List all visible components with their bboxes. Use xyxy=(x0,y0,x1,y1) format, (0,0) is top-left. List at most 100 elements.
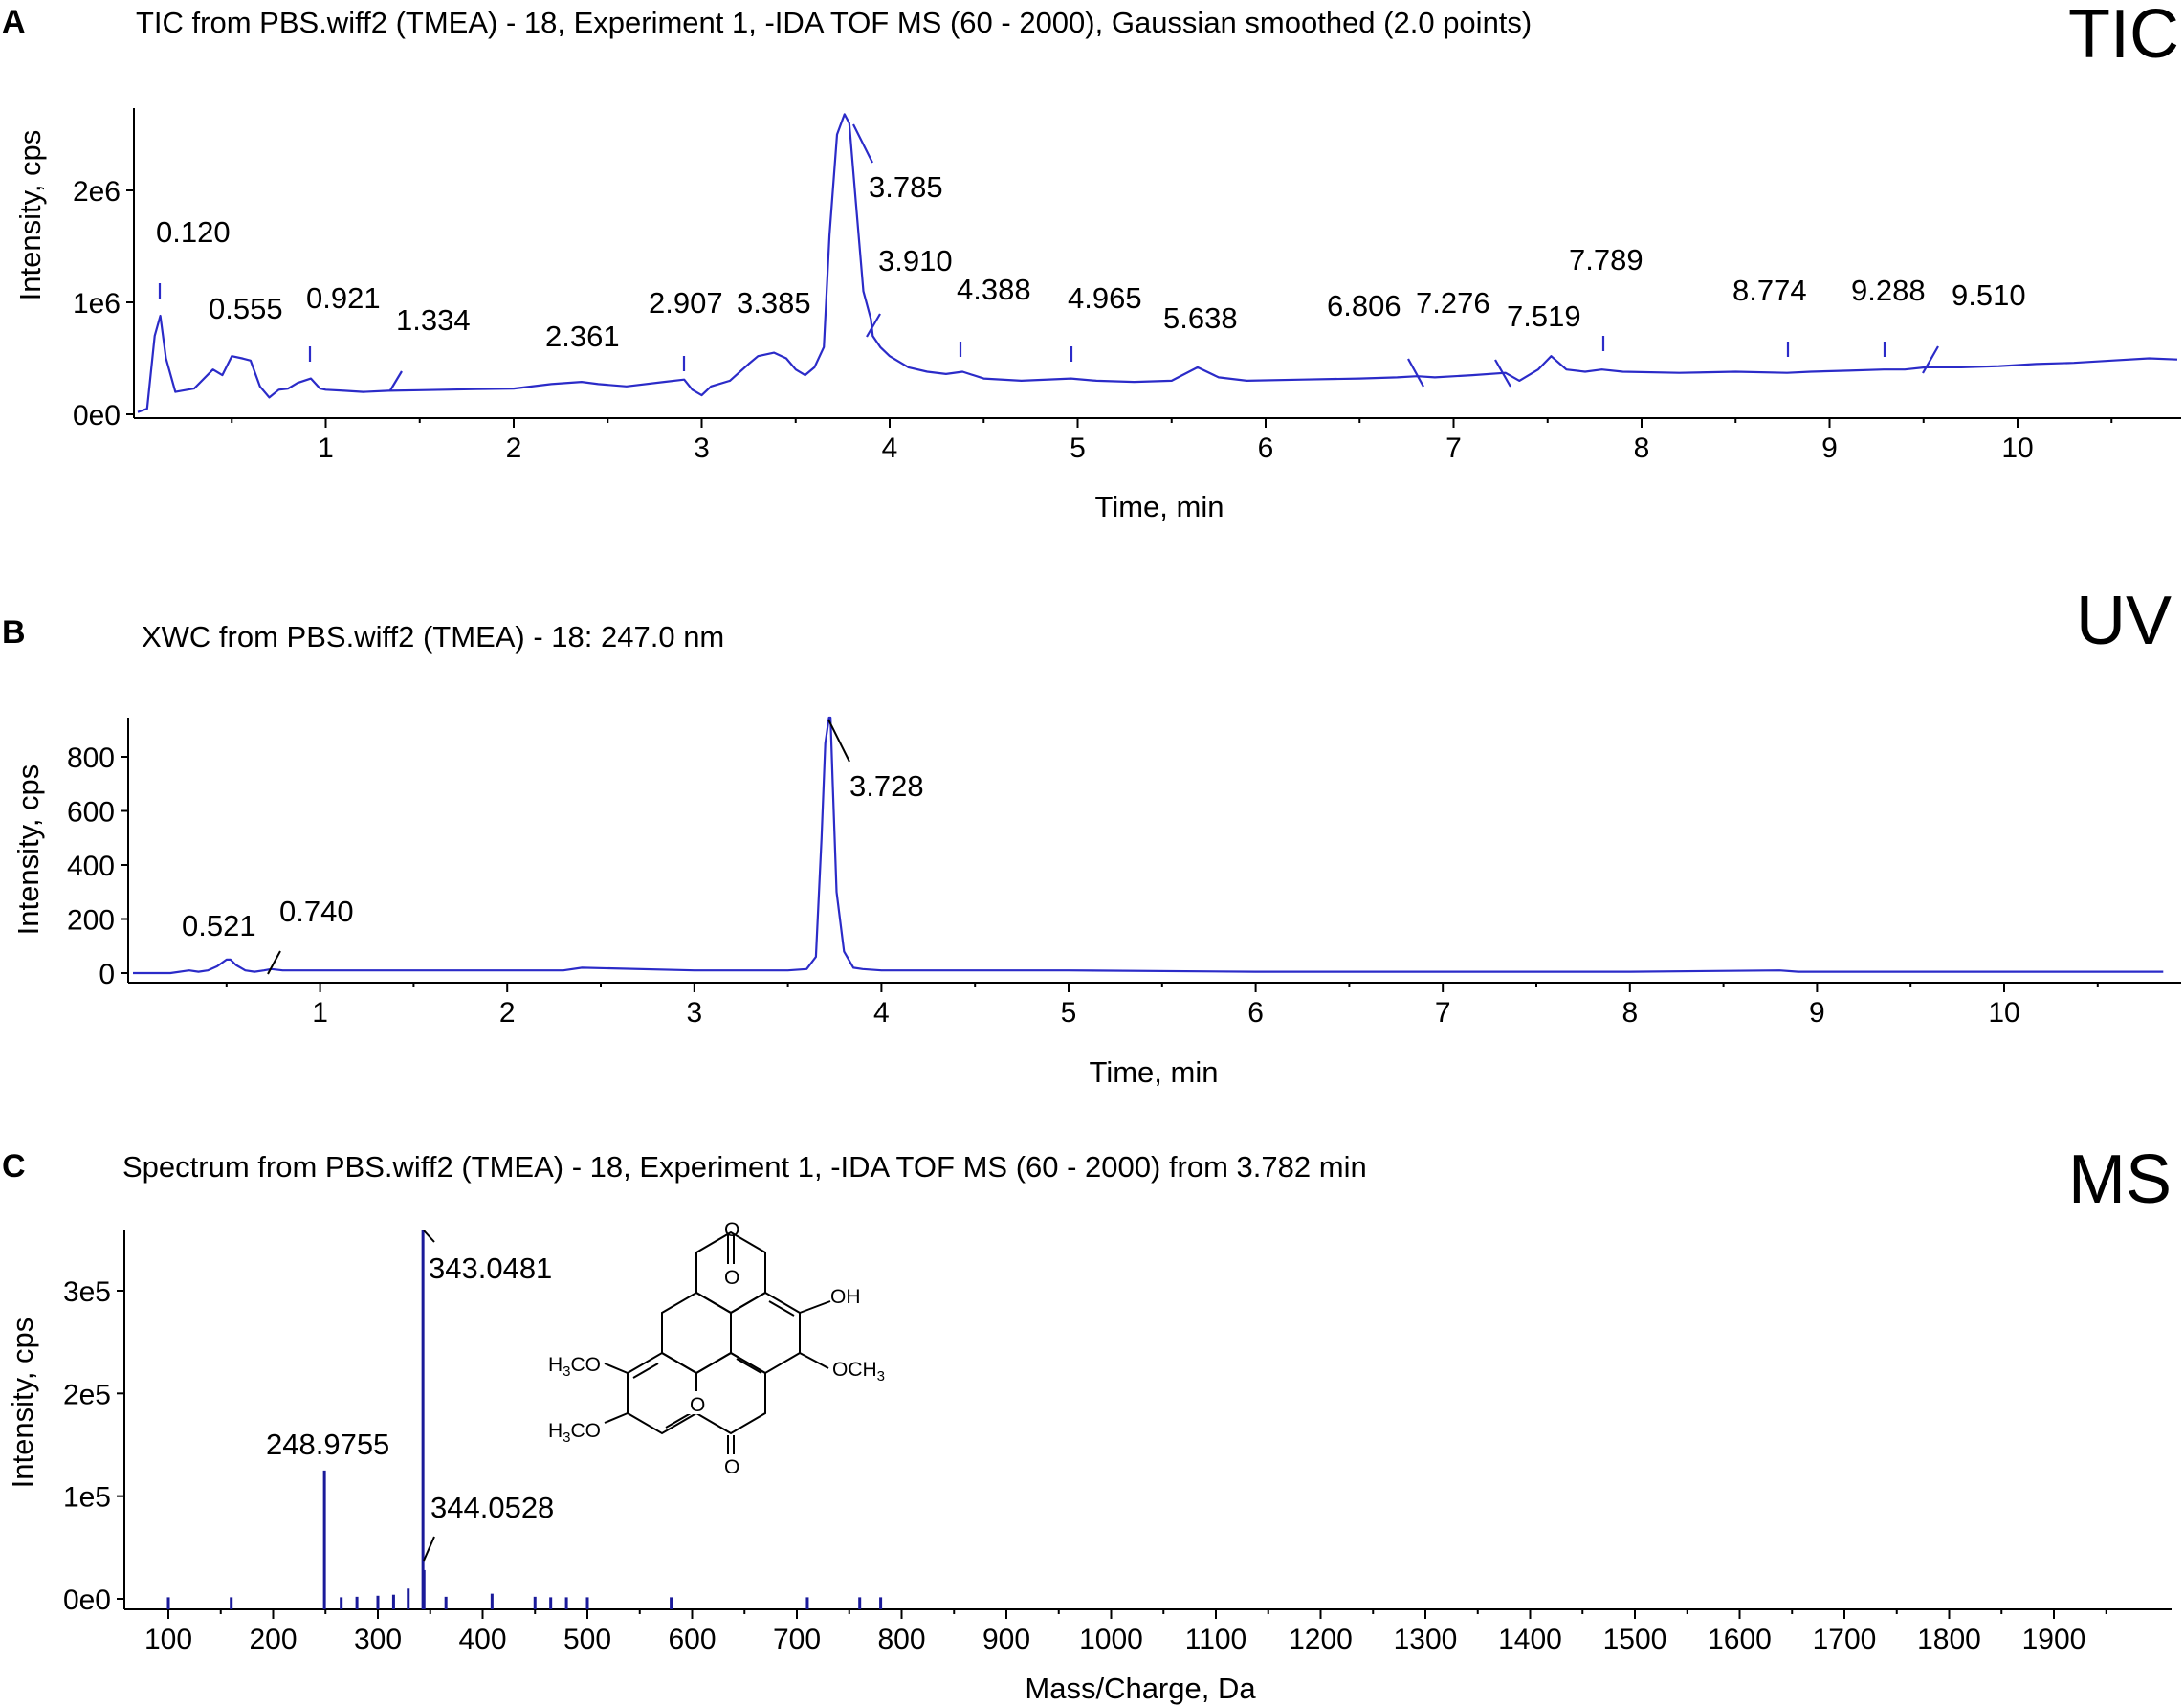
peak-labels-a: 0.120 0.555 0.921 1.334 2.361 2.907 3.38… xyxy=(156,123,2026,391)
uv-trace xyxy=(133,716,2164,975)
peak-label: 0.921 xyxy=(306,281,381,315)
x-tick-label: 1300 xyxy=(1394,1624,1458,1655)
chart-title-b: XWC from PBS.wiff2 (TMEA) - 18: 247.0 nm xyxy=(142,620,724,654)
x-tick-label: 1900 xyxy=(2022,1624,2086,1655)
oh-bond xyxy=(799,1300,831,1314)
x-tick-label: 7 xyxy=(1445,432,1462,464)
peak-marker xyxy=(1494,359,1511,388)
x-tick-label: 8 xyxy=(1634,432,1650,464)
panel-c-ms: C Spectrum from PBS.wiff2 (TMEA) - 18, E… xyxy=(2,1141,2172,1705)
peak-leader xyxy=(827,719,850,763)
x-tick-label: 9 xyxy=(1809,997,1825,1029)
x-tick-label: 300 xyxy=(354,1624,402,1655)
panel-b-uv: B XWC from PBS.wiff2 (TMEA) - 18: 247.0 … xyxy=(2,583,2181,1089)
x-tick-label: 1100 xyxy=(1185,1624,1247,1655)
x-tick-label: 10 xyxy=(2001,432,2033,464)
carbonyl-oxygen-bottom: O xyxy=(724,1456,739,1478)
peak-labels-b: 0.521 0.740 3.728 xyxy=(182,719,924,975)
panel-letter-c: C xyxy=(2,1148,26,1185)
peak-marker xyxy=(852,123,873,164)
peak-label: 4.965 xyxy=(1068,281,1142,315)
peak-label: 7.276 xyxy=(1416,286,1490,320)
meo-bond xyxy=(604,1412,629,1424)
peak-label: 3.385 xyxy=(737,286,811,320)
peak-label: 8.774 xyxy=(1732,274,1807,307)
x-tick-label: 3 xyxy=(694,432,710,464)
y-tick-label: 0e0 xyxy=(73,400,121,432)
peak-label: 4.388 xyxy=(957,273,1031,306)
x-tick-label: 900 xyxy=(982,1624,1030,1655)
peak-marker xyxy=(1922,345,1939,374)
peak-label: 248.9755 xyxy=(266,1428,389,1461)
y-tick-label: 200 xyxy=(67,905,115,937)
ring-oxygen: O xyxy=(724,1267,739,1289)
x-tick-label: 1500 xyxy=(1603,1624,1667,1655)
hydroxyl-label: OH xyxy=(830,1286,861,1308)
x-tick-label: 3 xyxy=(686,997,702,1029)
peak-label: 0.555 xyxy=(209,292,283,325)
peak-label: 3.910 xyxy=(878,244,953,277)
peak-label: 3.728 xyxy=(849,769,924,803)
x-tick-label: 6 xyxy=(1258,432,1274,464)
peak-marker xyxy=(866,313,881,338)
peak-label: 7.789 xyxy=(1569,243,1644,277)
peak-label: 2.361 xyxy=(545,320,620,353)
peak-label: 7.519 xyxy=(1507,299,1581,333)
badge-uv: UV xyxy=(2076,583,2172,659)
chemical-structure: O O O O OH OCH3 H3CO H3CO xyxy=(548,1219,885,1478)
x-tick-label: 7 xyxy=(1435,997,1451,1029)
y-tick-label: 400 xyxy=(67,851,115,882)
peak-label: 6.806 xyxy=(1327,289,1401,322)
panel-letter-b: B xyxy=(2,614,26,651)
x-tick-label: 8 xyxy=(1621,997,1638,1029)
ring-oxygen: O xyxy=(690,1394,705,1416)
peak-label: 2.907 xyxy=(649,286,723,320)
y-tick-label: 600 xyxy=(67,797,115,829)
chart-title-c: Spectrum from PBS.wiff2 (TMEA) - 18, Exp… xyxy=(122,1150,1367,1184)
ring-center xyxy=(661,1291,732,1375)
x-tick-label: 400 xyxy=(458,1624,506,1655)
y-tick-label: 800 xyxy=(67,742,115,774)
peak-label: 5.638 xyxy=(1163,301,1238,335)
y-tick-label: 2e5 xyxy=(63,1379,111,1410)
peak-label: 1.334 xyxy=(396,303,471,337)
x-tick-label: 2 xyxy=(499,997,516,1029)
peak-label: 3.785 xyxy=(869,170,943,204)
double-bond xyxy=(665,1412,692,1429)
y-axis-label-a: Intensity, cps xyxy=(13,130,47,301)
peak-label: 343.0481 xyxy=(429,1252,552,1285)
x-axis-label-b: Time, min xyxy=(1090,1055,1219,1089)
meo-bond xyxy=(604,1363,629,1374)
peak-marker xyxy=(1407,358,1424,388)
x-tick-label: 1700 xyxy=(1813,1624,1877,1655)
x-tick-label: 6 xyxy=(1247,997,1264,1029)
x-tick-label: 600 xyxy=(668,1624,716,1655)
peak-leader xyxy=(267,950,281,975)
x-tick-label: 5 xyxy=(1070,432,1086,464)
x-tick-label: 800 xyxy=(877,1624,925,1655)
badge-ms: MS xyxy=(2068,1141,2172,1218)
x-tick-label: 1200 xyxy=(1289,1624,1353,1655)
peak-leader xyxy=(423,1536,435,1562)
ring-o-bg xyxy=(686,1391,707,1414)
panel-letter-a: A xyxy=(2,4,26,40)
peak-label: 9.288 xyxy=(1851,274,1926,307)
x-tick-label: 10 xyxy=(1988,997,2019,1029)
x-tick-label: 1800 xyxy=(1917,1624,1981,1655)
y-axis-label-b: Intensity, cps xyxy=(11,764,45,936)
carbonyl-oxygen-top: O xyxy=(724,1219,739,1241)
x-tick-label: 1000 xyxy=(1079,1624,1143,1655)
x-tick-label: 700 xyxy=(773,1624,821,1655)
x-tick-label: 200 xyxy=(249,1624,297,1655)
y-tick-label: 1e6 xyxy=(73,288,121,320)
y-axis-label-c: Intensity, cps xyxy=(6,1318,39,1489)
y-tick-label: 2e6 xyxy=(73,176,121,208)
x-axis-label-a: Time, min xyxy=(1095,490,1224,523)
ring-o-bg xyxy=(720,1264,741,1287)
y-tick-label: 0 xyxy=(99,959,115,990)
peak-label: 0.740 xyxy=(279,895,354,928)
methoxy-right-label: OCH3 xyxy=(832,1359,885,1385)
x-axis-label-c: Mass/Charge, Da xyxy=(1025,1672,1256,1705)
x-tick-label: 1 xyxy=(318,432,334,464)
